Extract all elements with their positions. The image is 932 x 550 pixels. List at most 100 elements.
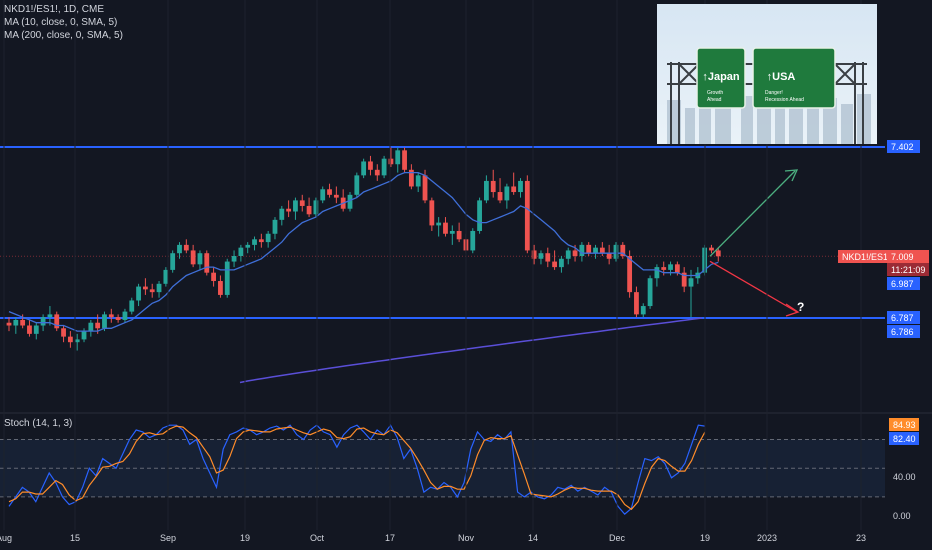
candle-body — [190, 250, 196, 265]
candle-body — [504, 186, 510, 201]
svg-text:↑USA: ↑USA — [767, 71, 796, 83]
symbol-tag-label: NKD1!/ES1! — [842, 252, 891, 262]
candle-body — [245, 244, 251, 248]
candle-body — [395, 150, 401, 165]
candle-body — [170, 253, 176, 270]
candle-body — [279, 208, 285, 220]
stoch-pane[interactable] — [0, 424, 885, 515]
candle-body — [115, 317, 121, 320]
candle-body — [497, 192, 503, 201]
candle-body — [715, 250, 721, 257]
symbol-tag-label-bg — [838, 250, 887, 263]
ma200-legend[interactable]: MA (200, close, 0, SMA, 5) — [4, 30, 123, 41]
candle-body — [422, 175, 428, 201]
candle-body — [531, 250, 537, 259]
ma10-line — [8, 171, 719, 332]
candle-body — [620, 244, 626, 256]
svg-text:Growth: Growth — [707, 90, 723, 96]
candle-body — [674, 264, 680, 273]
countdown-label: 11:21:09 — [891, 265, 925, 275]
bearish-arrowhead — [785, 303, 800, 317]
candle-body — [593, 247, 598, 254]
candle-body — [143, 286, 148, 290]
candle-body — [381, 158, 387, 176]
candle-body — [88, 322, 94, 332]
candle-body — [333, 194, 339, 198]
x-tick-label: 14 — [528, 533, 538, 543]
highway-sign-image: ↑Japan ↑USA Growth Ahead Danger! Recessi… — [657, 4, 877, 144]
candle-body — [565, 250, 571, 259]
candle-body — [224, 261, 230, 295]
price-pane[interactable]: ? — [0, 146, 885, 384]
candle-body — [484, 180, 489, 201]
resistance-price-label: 7.402 — [891, 142, 914, 152]
candle-body — [579, 244, 585, 256]
candle-body — [647, 278, 653, 307]
candle-body — [709, 247, 714, 251]
candle-body — [320, 189, 326, 201]
candle-body — [681, 272, 687, 287]
bullish-arrowhead — [784, 169, 799, 182]
candle-body — [545, 253, 551, 262]
candle-body — [613, 244, 619, 259]
candle-body — [688, 278, 694, 287]
ma10-legend[interactable]: MA (10, close, 0, SMA, 5) — [4, 17, 118, 28]
symbol-legend[interactable]: NKD1!/ES1!, 1D, CME — [4, 4, 105, 15]
candle-body — [54, 314, 60, 329]
candle-body — [524, 180, 530, 251]
candle-body — [661, 267, 667, 270]
svg-text:↑Japan: ↑Japan — [702, 71, 740, 83]
candle-body — [95, 322, 101, 329]
x-tick-label: 2023 — [757, 533, 777, 543]
candle-body — [108, 314, 114, 318]
svg-text:Ahead: Ahead — [707, 97, 722, 103]
last-price-label: 7.009 — [891, 252, 914, 262]
candle-body — [20, 319, 26, 326]
candle-body — [211, 272, 216, 282]
candle-body — [327, 189, 332, 195]
candle-body — [27, 325, 32, 334]
candle-body — [238, 247, 244, 256]
candle-body — [156, 283, 162, 293]
candle-body — [668, 264, 673, 270]
ma200-price-label: 6.786 — [891, 327, 914, 337]
x-tick-label: 17 — [385, 533, 395, 543]
candle-body — [306, 205, 312, 215]
candle-body — [204, 253, 210, 273]
candle-body — [606, 253, 612, 259]
svg-text:Danger!: Danger! — [765, 90, 783, 96]
candle-body — [13, 319, 19, 326]
candle-body — [599, 247, 605, 254]
candle-body — [634, 292, 639, 315]
candle-body — [374, 169, 380, 176]
candle-body — [47, 314, 53, 318]
candle-body — [347, 194, 353, 209]
candle-body — [293, 200, 298, 212]
stoch-d-value-label-bg — [889, 418, 919, 431]
candle-body — [449, 230, 455, 234]
candle-body — [368, 161, 373, 170]
stoch-legend[interactable]: Stoch (14, 1, 3) — [4, 418, 73, 429]
candle-body — [640, 306, 646, 315]
price-scale-labels: 7.402 NKD1!/ES1! 7.009 11:21:09 6.987 6.787 6.… — [838, 140, 929, 521]
x-tick-label: Oct — [310, 533, 325, 543]
candle-body — [61, 328, 66, 337]
candle-body — [518, 180, 523, 193]
x-tick-label: Nov — [458, 533, 475, 543]
last-price-label-bg — [887, 250, 929, 263]
candle-body — [286, 208, 292, 212]
candle-body — [129, 300, 135, 312]
candle-body — [33, 325, 39, 334]
support-price-label: 6.787 — [891, 313, 914, 323]
candle-body — [470, 230, 476, 251]
candle-body — [299, 200, 305, 206]
candle-body — [252, 239, 257, 245]
ma200-price-label-bg — [887, 325, 920, 338]
candle-body — [177, 244, 182, 254]
stoch-d-value-label: 84.93 — [893, 420, 916, 430]
candle-body — [456, 230, 462, 240]
resistance-price-label-bg — [887, 140, 920, 153]
candle-body — [354, 175, 360, 195]
countdown-label-bg — [887, 263, 929, 276]
stoch-d-line — [8, 425, 706, 511]
